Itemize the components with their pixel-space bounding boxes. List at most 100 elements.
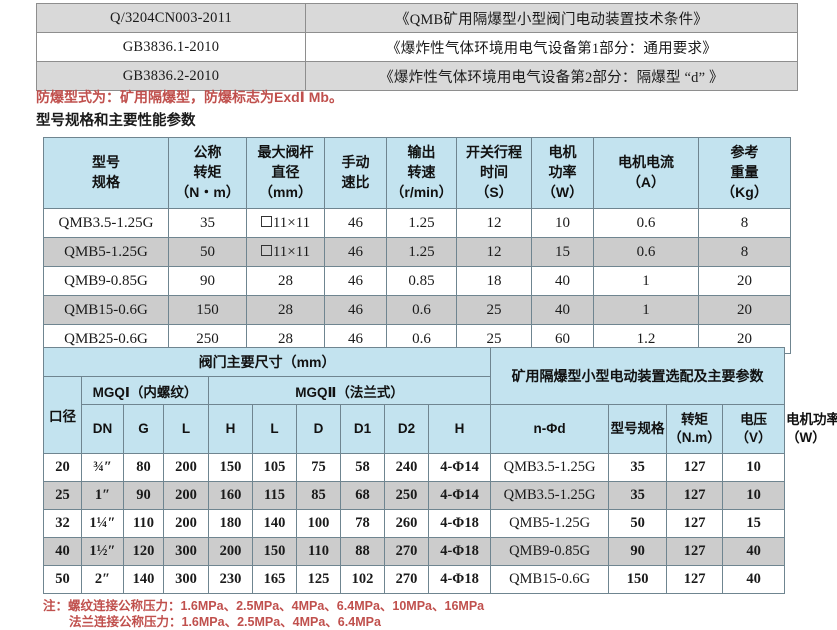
dim-dn: 40: [43, 537, 82, 566]
table-row: QMB9-0.85G 90 28 46 0.85 18 40 1 20: [43, 266, 791, 296]
specification-table-head: 型号 规格 公称 转矩 （N・m） 最大阀杆 直径 （mm） 手动 速比 输出 转速 （r/min） 开关…: [43, 137, 791, 209]
header-line: 转矩: [193, 164, 222, 181]
header-line: 速比: [341, 174, 370, 190]
device-params-group-header: 矿用隔爆型小型电动装置选配及主要参数: [490, 347, 786, 405]
header-line: （r/min）: [390, 183, 453, 200]
dim-dn: 20: [43, 453, 82, 482]
header-line: （N・m）: [175, 183, 240, 200]
dim-mgqii-h: 250: [384, 481, 429, 510]
dim-mgqii-d2: 78: [340, 509, 385, 538]
spec-switch-time: 12: [456, 208, 532, 238]
spec-manual-ratio: 46: [324, 237, 387, 267]
dim-bolt-holes: 4-Φ14: [427, 453, 492, 482]
spec-weight: 8: [698, 208, 791, 238]
dim-mgqi-h: 300: [163, 537, 209, 566]
standard-code: Q/3204CN003‑2011: [36, 3, 306, 33]
dim-mgqii-d: 140: [252, 509, 297, 538]
spec-torque: 90: [168, 266, 247, 296]
spec-stem-value: 28: [278, 301, 293, 318]
spec-stem-diameter: 11×11: [246, 208, 325, 238]
standard-code: GB3836.2‑2010: [36, 61, 306, 91]
dim-mgqii-d: 105: [252, 453, 297, 482]
dim-mgqii-h: 270: [384, 565, 429, 594]
dim-column-header: D1: [340, 404, 385, 454]
dimension-group-row: 阀门主要尺寸（mm） 矿用隔爆型小型电动装置选配及主要参数: [42, 347, 786, 405]
dim-mgqi-h: 300: [163, 565, 209, 594]
spec-switch-time: 18: [456, 266, 532, 296]
header-line: （N.m）: [668, 430, 721, 445]
spec-torque: 35: [168, 208, 247, 238]
header-line: 直径: [271, 164, 300, 181]
header-line: （S）: [475, 183, 513, 200]
standards-row: GB3836.1‑2010 《爆炸性气体环境用电气设备第1部分：通用要求》: [36, 32, 798, 62]
spec-stem-value: 28: [278, 272, 293, 289]
dim-column-header: G: [123, 404, 164, 454]
spec-motor-current: 0.6: [593, 208, 699, 238]
dim-bolt-holes: 4-Φ14: [427, 481, 492, 510]
header-line: 输出: [407, 144, 436, 161]
dimension-table-body: 20 ¾″ 80 200 150 105 75 58 240 4-Φ14 QMB3.5-1.25G 3…: [43, 453, 786, 594]
spec-column-header: 开关行程 时间 （S）: [456, 137, 532, 209]
spec-stem-diameter: 28: [246, 295, 325, 325]
dim-mgqii-l: 150: [208, 453, 253, 482]
dim-mgqii-d2: 88: [340, 537, 385, 566]
header-line: 开关行程: [466, 144, 522, 161]
valve-dimensions-group-header: 阀门主要尺寸（mm）: [42, 347, 492, 377]
spec-motor-current: 1: [593, 266, 699, 296]
spec-motor-power: 40: [531, 295, 594, 325]
specification-header-row: 型号 规格 公称 转矩 （N・m） 最大阀杆 直径 （mm） 手动 速比 输出 转速 （r/min） 开关…: [43, 137, 791, 209]
header-line: （A）: [626, 174, 666, 190]
standards-row: GB3836.2‑2010 《爆炸性气体环境用电气设备第2部分：隔爆型 “d” 》: [36, 61, 798, 91]
dim-mgqi-h: 200: [163, 453, 209, 482]
dim-dn: 50: [43, 565, 82, 594]
dim-mgqii-d2: 58: [340, 453, 385, 482]
table-row: 25 1″ 90 200 160 115 85 68 250 4-Φ14 QMB3.5-1.25G 3…: [43, 481, 786, 510]
spec-model: QMB3.5-1.25G: [43, 208, 169, 238]
dim-mgqii-l: 230: [208, 565, 253, 594]
dim-motor-power: 15: [722, 509, 786, 538]
spec-manual-ratio: 46: [324, 295, 387, 325]
table-row: 32 1¼″ 110 200 180 140 100 78 260 4-Φ18 QMB5-1.25G…: [43, 509, 786, 538]
dim-mgqii-d2: 102: [340, 565, 385, 594]
spec-switch-time: 12: [456, 237, 532, 267]
dim-g: ¾″: [81, 453, 124, 482]
dim-mgqii-h: 270: [384, 537, 429, 566]
header-line: 重量: [730, 164, 759, 181]
header-line: 公称: [193, 144, 222, 161]
mgqii-subgroup-header: MGQⅡ（法兰式）: [207, 376, 492, 405]
table-row: 20 ¾″ 80 200 150 105 75 58 240 4-Φ14 QMB3.5-1.25G 3…: [43, 453, 786, 482]
dim-column-header: H: [208, 404, 253, 454]
explosion-proof-note: 防爆型式为：矿用隔爆型，防爆标志为ExdⅠ Mb。: [36, 89, 343, 105]
dim-bolt-holes: 4-Φ18: [427, 537, 492, 566]
dim-mgqii-l: 160: [208, 481, 253, 510]
dim-mgqii-d: 115: [252, 481, 297, 510]
dim-mgqii-d2: 68: [340, 481, 385, 510]
dim-mgqi-l: 120: [123, 537, 164, 566]
dim-bolt-holes: 4-Φ18: [427, 565, 492, 594]
footer-notes: 注：螺纹连接公称压力：1.6MPa、2.5MPa、4MPa、6.4MPa、10M…: [43, 598, 484, 630]
spec-torque: 150: [168, 295, 247, 325]
square-stem-icon: [260, 244, 272, 256]
header-line: 规格: [92, 174, 120, 190]
dim-voltage: 127: [666, 565, 724, 594]
spec-column-header: 手动 速比: [324, 137, 387, 209]
standard-code: GB3836.1‑2010: [36, 32, 306, 62]
dim-motor-power: 40: [722, 565, 786, 594]
dim-mgqi-l: 110: [123, 509, 164, 538]
spec-model: QMB5-1.25G: [43, 237, 169, 267]
dim-mgqii-d1: 100: [296, 509, 341, 538]
dim-mgqii-h: 260: [384, 509, 429, 538]
dim-model: QMB15-0.6G: [490, 565, 610, 594]
dim-g: 1½″: [81, 537, 124, 566]
spec-weight: 8: [698, 237, 791, 267]
dim-torque: 35: [608, 481, 668, 510]
dim-dn: 32: [43, 509, 82, 538]
standard-title: 《爆炸性气体环境用电气设备第2部分：隔爆型 “d” 》: [305, 61, 798, 91]
device-column-header: 电压 （V）: [722, 404, 786, 454]
dim-column-header: DN: [81, 404, 124, 454]
spec-model: QMB15-0.6G: [43, 295, 169, 325]
header-line: 电机电流: [618, 154, 674, 171]
spec-motor-power: 10: [531, 208, 594, 238]
header-line: 电机功率: [786, 412, 837, 428]
